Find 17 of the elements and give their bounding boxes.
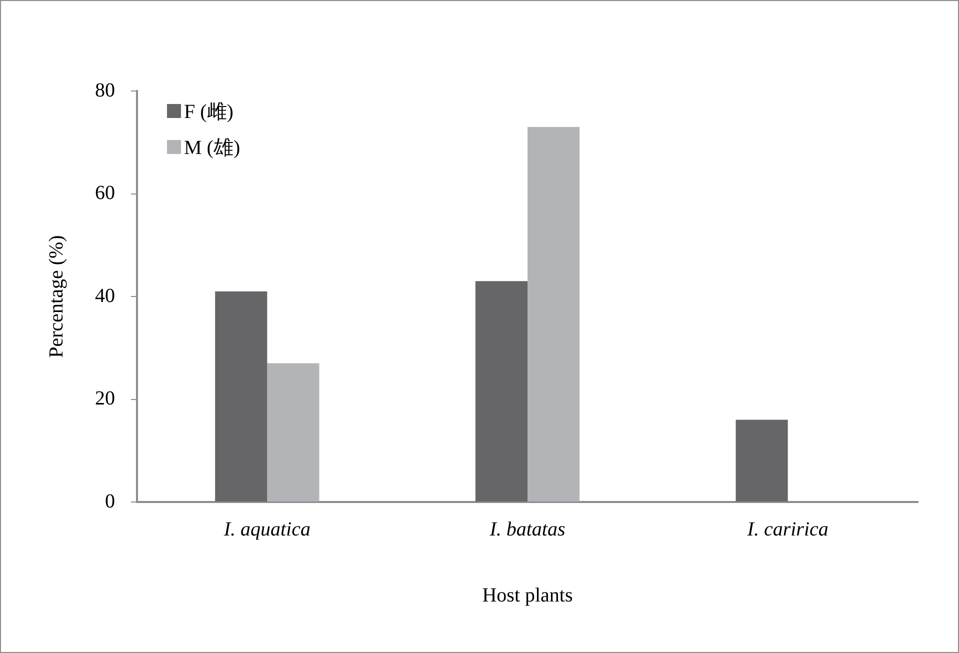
legend-label: F (雌) xyxy=(184,100,234,124)
y-tick-label: 20 xyxy=(95,388,115,410)
legend-label: M (雄) xyxy=(184,136,240,160)
bar xyxy=(528,126,580,502)
x-tick-label: I. aquatica xyxy=(222,518,310,540)
bar xyxy=(215,291,268,502)
bar xyxy=(267,363,320,502)
x-tick-label: I. batatas xyxy=(488,518,566,540)
y-tick-label: 40 xyxy=(95,284,115,307)
y-tick-label: 0 xyxy=(105,490,115,512)
y-tick-label: 80 xyxy=(95,79,115,102)
y-tick-label: 60 xyxy=(95,182,115,204)
x-axis-title: Host plants xyxy=(482,584,573,606)
y-axis-title: Percentage (%) xyxy=(45,235,68,358)
bar xyxy=(475,281,528,502)
bar xyxy=(736,420,788,502)
x-tick-label: I. caririca xyxy=(746,518,828,540)
